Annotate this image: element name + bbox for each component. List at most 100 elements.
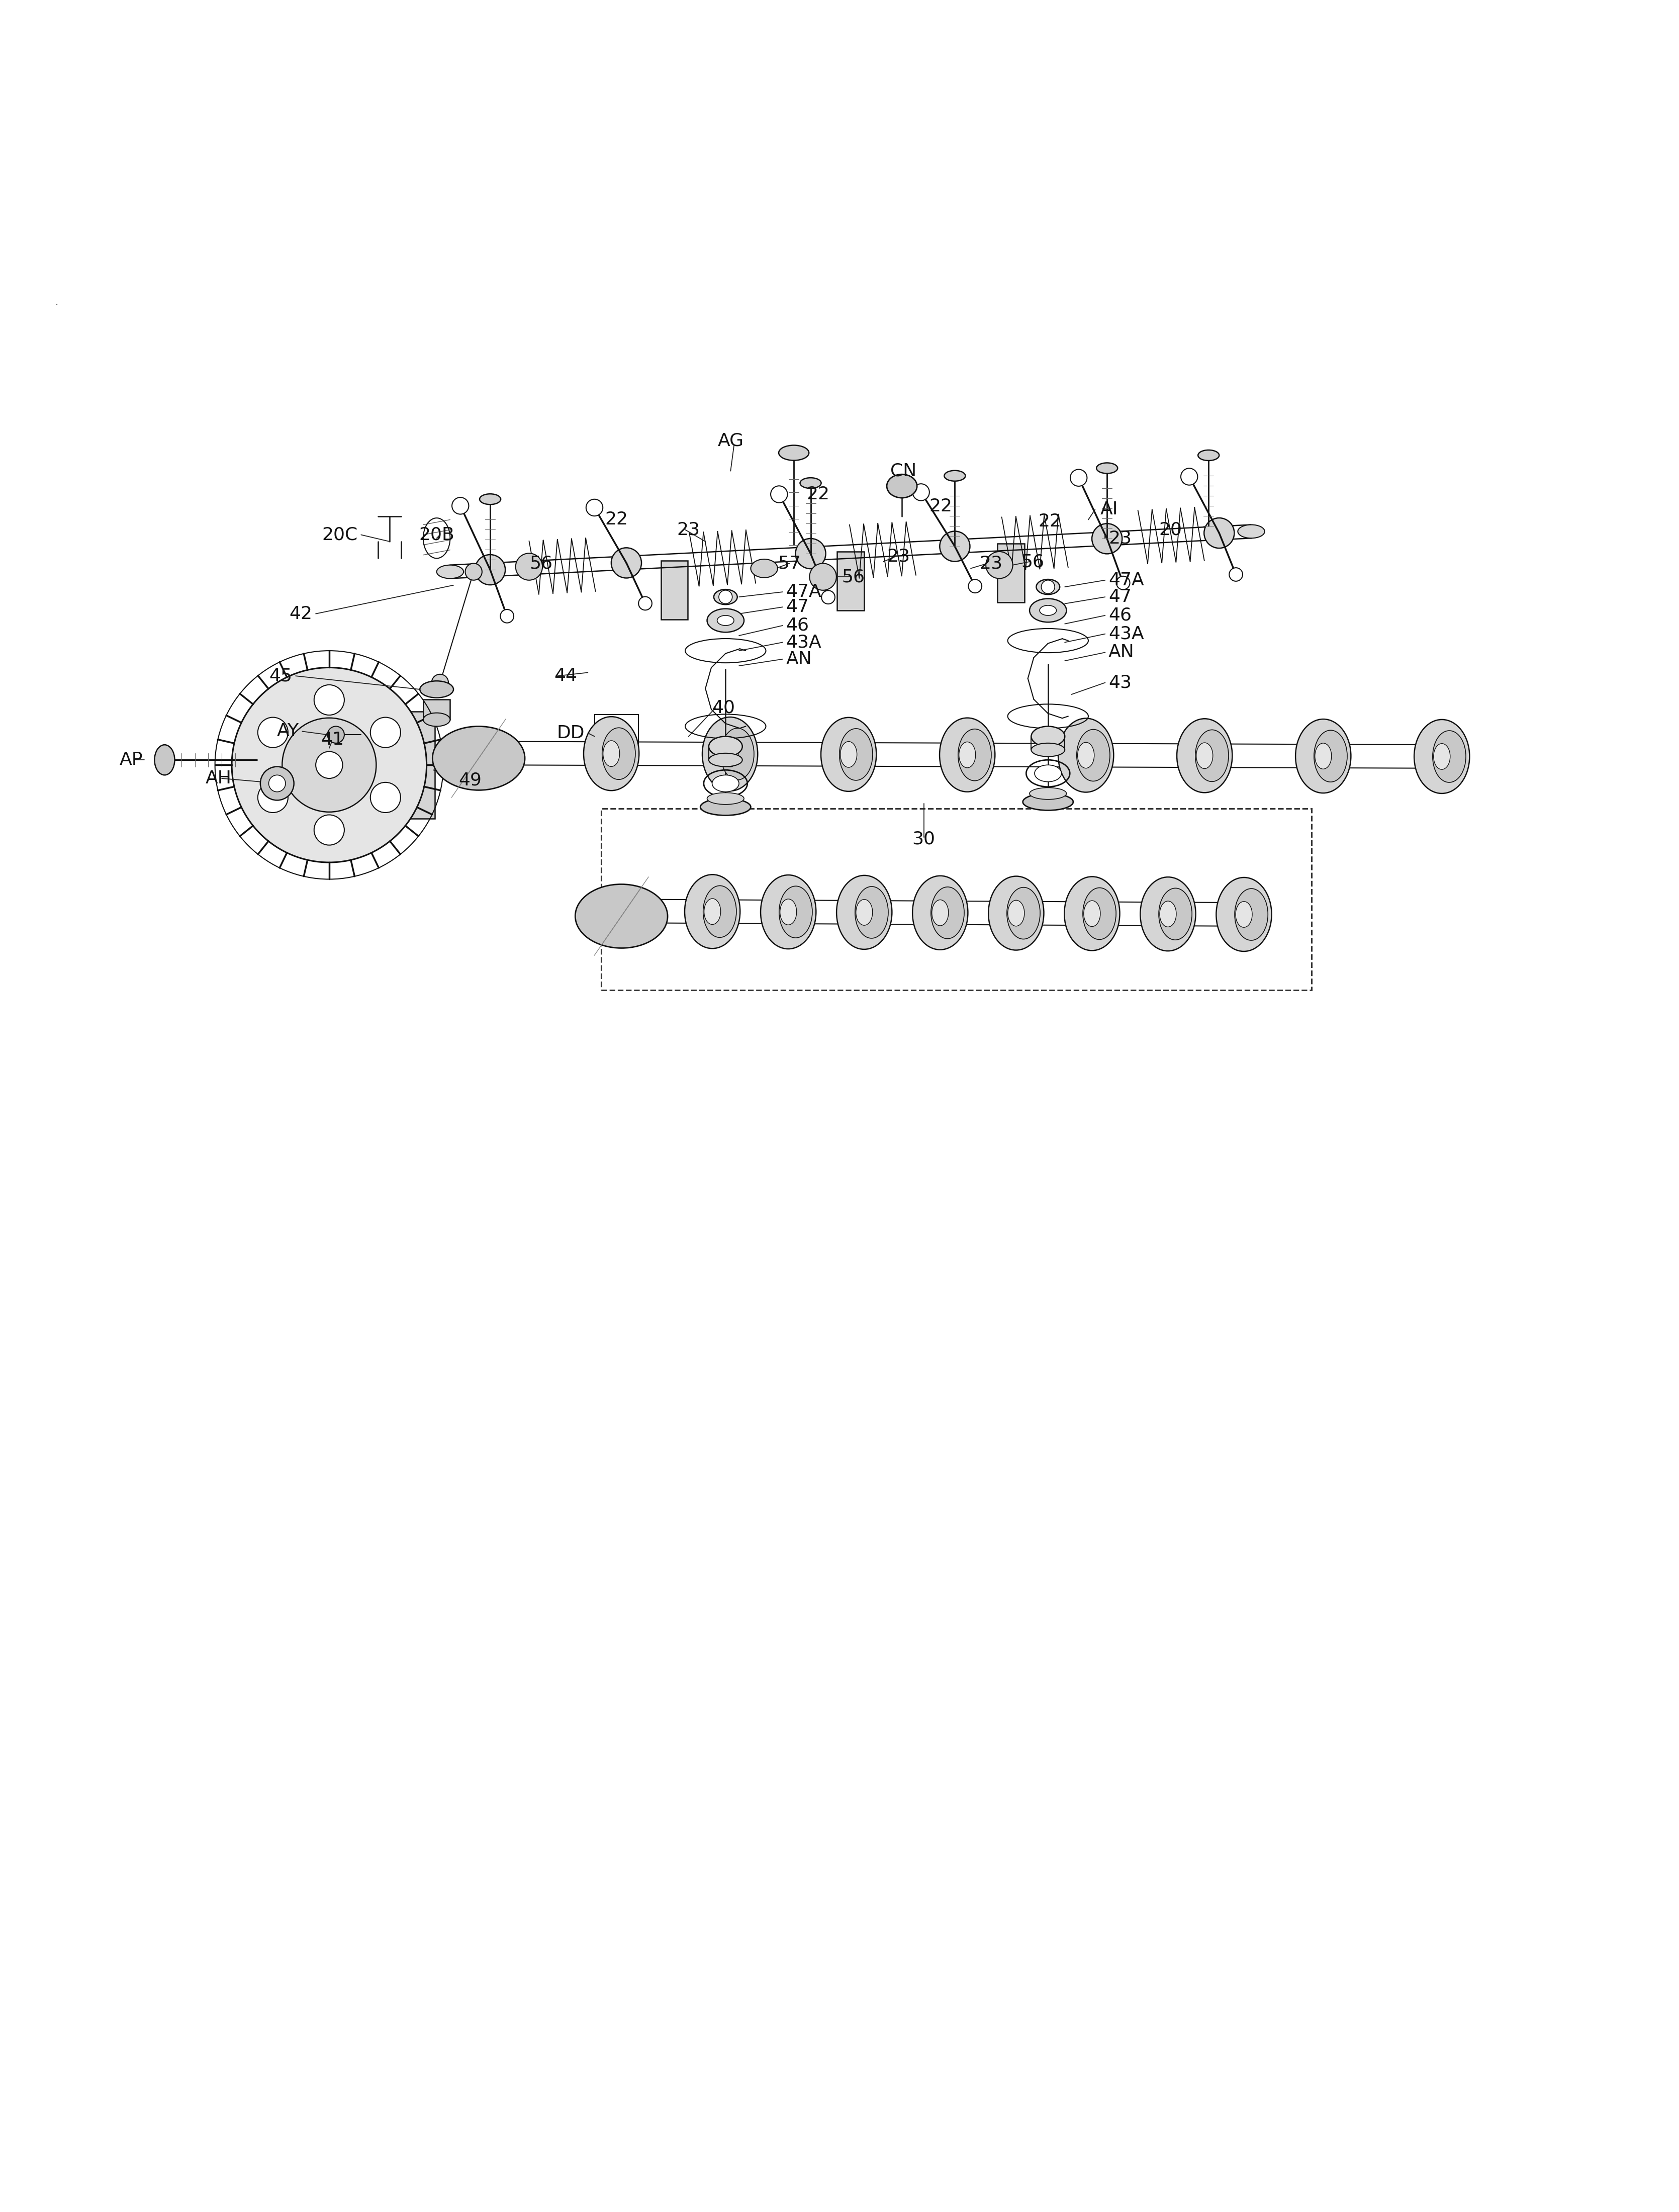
Ellipse shape <box>720 728 754 781</box>
Bar <box>423 699 450 719</box>
Ellipse shape <box>1236 902 1253 927</box>
Ellipse shape <box>959 741 975 768</box>
Circle shape <box>432 675 448 690</box>
Ellipse shape <box>1029 599 1066 622</box>
Text: 47: 47 <box>1108 588 1132 606</box>
Circle shape <box>371 783 401 812</box>
Circle shape <box>809 564 836 591</box>
Ellipse shape <box>779 445 809 460</box>
Circle shape <box>986 551 1012 580</box>
Ellipse shape <box>1083 887 1117 940</box>
Ellipse shape <box>1432 730 1466 783</box>
Ellipse shape <box>1313 730 1347 783</box>
Text: 23: 23 <box>677 522 700 538</box>
Ellipse shape <box>1159 889 1192 940</box>
Text: 23: 23 <box>887 549 910 566</box>
Text: AP: AP <box>119 752 143 768</box>
Circle shape <box>475 555 505 584</box>
Circle shape <box>257 783 287 812</box>
Text: 46: 46 <box>786 617 809 635</box>
Ellipse shape <box>685 874 740 949</box>
Text: 56: 56 <box>841 568 865 586</box>
Circle shape <box>452 498 468 513</box>
Ellipse shape <box>1195 743 1212 768</box>
Circle shape <box>1180 469 1197 484</box>
Ellipse shape <box>1177 719 1232 792</box>
Text: 56: 56 <box>1021 553 1044 571</box>
Ellipse shape <box>704 898 720 925</box>
Ellipse shape <box>887 473 917 498</box>
Text: 23: 23 <box>979 555 1002 573</box>
Text: 41: 41 <box>321 732 344 748</box>
Text: 45: 45 <box>269 668 292 684</box>
Ellipse shape <box>939 719 994 792</box>
Text: 23: 23 <box>1108 529 1132 546</box>
Ellipse shape <box>709 754 742 768</box>
Bar <box>997 544 1024 602</box>
Ellipse shape <box>433 726 524 790</box>
Text: AH: AH <box>205 770 232 787</box>
Circle shape <box>912 484 928 500</box>
Circle shape <box>260 768 294 801</box>
Circle shape <box>371 717 401 748</box>
Text: 42: 42 <box>289 606 312 622</box>
Circle shape <box>1091 524 1122 553</box>
Ellipse shape <box>932 900 949 925</box>
Ellipse shape <box>1023 794 1073 810</box>
Ellipse shape <box>1031 726 1064 745</box>
Ellipse shape <box>601 728 635 779</box>
Circle shape <box>771 487 787 502</box>
Circle shape <box>314 814 344 845</box>
Ellipse shape <box>912 876 967 949</box>
Ellipse shape <box>930 887 964 938</box>
Ellipse shape <box>761 876 816 949</box>
Ellipse shape <box>799 478 821 489</box>
Text: 43A: 43A <box>786 635 821 650</box>
Text: 43: 43 <box>1108 675 1132 690</box>
Text: 47: 47 <box>786 599 809 615</box>
Text: DD: DD <box>556 726 584 741</box>
Text: CN: CN <box>890 462 917 480</box>
Circle shape <box>821 591 834 604</box>
Ellipse shape <box>1140 876 1195 951</box>
Circle shape <box>638 597 651 611</box>
Circle shape <box>940 531 970 562</box>
Text: 30: 30 <box>912 830 935 847</box>
Ellipse shape <box>1414 719 1469 794</box>
Ellipse shape <box>704 885 735 938</box>
Ellipse shape <box>840 741 856 768</box>
Ellipse shape <box>1195 730 1229 781</box>
Ellipse shape <box>989 876 1044 951</box>
Ellipse shape <box>1216 878 1271 951</box>
Ellipse shape <box>1083 900 1100 927</box>
Circle shape <box>1041 580 1054 593</box>
Ellipse shape <box>1007 900 1024 927</box>
Ellipse shape <box>840 728 873 781</box>
Ellipse shape <box>1096 462 1117 473</box>
Text: AG: AG <box>717 431 744 449</box>
Ellipse shape <box>1007 887 1039 940</box>
Ellipse shape <box>1434 743 1449 770</box>
Ellipse shape <box>1237 524 1264 538</box>
Circle shape <box>314 686 344 714</box>
Text: 22: 22 <box>928 498 952 515</box>
Ellipse shape <box>779 887 813 938</box>
Text: 22: 22 <box>604 511 628 529</box>
Bar <box>836 551 863 611</box>
Text: 20B: 20B <box>418 526 455 544</box>
Ellipse shape <box>779 898 796 925</box>
Ellipse shape <box>1039 606 1056 615</box>
Text: 46: 46 <box>1108 606 1132 624</box>
Ellipse shape <box>712 774 739 792</box>
Ellipse shape <box>583 717 640 790</box>
Bar <box>601 810 1311 991</box>
Text: 22: 22 <box>1038 513 1061 531</box>
Ellipse shape <box>709 737 742 757</box>
Text: 40: 40 <box>712 699 735 717</box>
Text: 43A: 43A <box>1108 626 1143 641</box>
Circle shape <box>257 717 287 748</box>
Text: 20C: 20C <box>322 526 358 544</box>
Circle shape <box>500 611 514 624</box>
Text: 44: 44 <box>554 668 578 684</box>
Text: AY: AY <box>277 723 299 739</box>
